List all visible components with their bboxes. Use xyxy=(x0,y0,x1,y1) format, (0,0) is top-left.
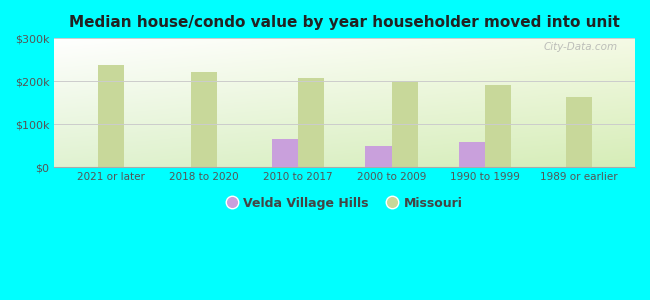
Bar xyxy=(566,97,592,167)
Bar xyxy=(365,146,391,167)
Bar xyxy=(298,78,324,167)
Bar xyxy=(459,142,485,167)
Bar xyxy=(272,139,298,167)
Bar xyxy=(485,85,512,167)
Bar xyxy=(98,65,124,167)
Legend: Velda Village Hills, Missouri: Velda Village Hills, Missouri xyxy=(222,192,467,215)
Bar xyxy=(391,81,418,167)
Title: Median house/condo value by year householder moved into unit: Median house/condo value by year househo… xyxy=(70,15,620,30)
Text: City-Data.com: City-Data.com xyxy=(543,42,618,52)
Bar xyxy=(191,72,217,167)
